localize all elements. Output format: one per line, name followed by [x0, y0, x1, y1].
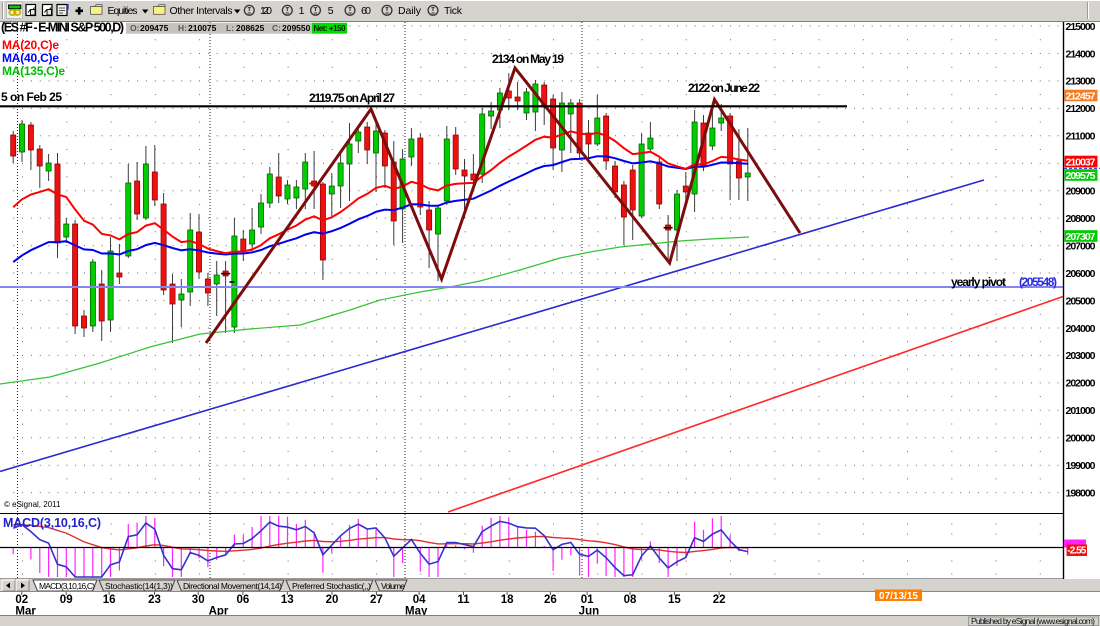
svg-text:Other Intervals: Other Intervals [170, 5, 233, 17]
svg-text:08: 08 [624, 594, 637, 606]
svg-text:Apr: Apr [209, 606, 229, 618]
svg-text:60: 60 [361, 5, 371, 17]
svg-text:16: 16 [103, 594, 116, 606]
svg-text:209550: 209550 [282, 23, 311, 33]
svg-text:Equities: Equities [108, 5, 138, 17]
svg-text:(205548): (205548) [1019, 275, 1057, 289]
svg-text:212457: 212457 [1066, 90, 1096, 102]
svg-text:Tick: Tick [444, 5, 463, 17]
svg-text:209475: 209475 [140, 23, 169, 33]
svg-text:5 on Feb 25: 5 on Feb 25 [1, 90, 62, 104]
svg-text:11: 11 [457, 594, 470, 606]
svg-text:Daily: Daily [398, 5, 422, 17]
svg-text:204000: 204000 [1066, 323, 1096, 335]
svg-text:Preferred Stochastic(,,): Preferred Stochastic(,,) [292, 581, 371, 591]
svg-text:01: 01 [581, 594, 594, 606]
svg-text:Mar: Mar [15, 606, 36, 618]
svg-text:203000: 203000 [1066, 350, 1096, 362]
svg-text:09: 09 [60, 594, 73, 606]
svg-text:30: 30 [192, 594, 205, 606]
svg-text:C:: C: [272, 23, 281, 33]
svg-text:May: May [405, 606, 428, 618]
svg-text:120: 120 [260, 5, 272, 17]
svg-text:209000: 209000 [1066, 186, 1096, 198]
svg-text:Published by eSignal (www.esig: Published by eSignal (www.esignal.com) [971, 616, 1095, 626]
svg-text:213000: 213000 [1066, 76, 1096, 88]
svg-text:© eSignal, 2011: © eSignal, 2011 [4, 500, 61, 509]
svg-text:Jun: Jun [579, 606, 599, 618]
svg-text:206000: 206000 [1066, 268, 1096, 280]
svg-text:212000: 212000 [1066, 103, 1096, 115]
svg-text:04: 04 [413, 594, 426, 606]
svg-text:208625: 208625 [236, 23, 265, 33]
svg-text:Net: +150: Net: +150 [314, 24, 347, 33]
svg-text:209575: 209575 [1066, 170, 1096, 182]
svg-text:18: 18 [501, 594, 514, 606]
svg-text:200000: 200000 [1066, 433, 1096, 445]
svg-text:199000: 199000 [1066, 460, 1096, 472]
svg-text:210037: 210037 [1066, 156, 1096, 168]
svg-text:27: 27 [370, 594, 383, 606]
svg-text:215000: 215000 [1066, 21, 1096, 33]
svg-text:20: 20 [326, 594, 339, 606]
svg-text:26: 26 [544, 594, 557, 606]
svg-text:MA(135,C)e: MA(135,C)e [2, 64, 65, 78]
svg-text:211000: 211000 [1066, 131, 1096, 143]
svg-text:15: 15 [668, 594, 681, 606]
svg-text:L:: L: [226, 23, 234, 33]
svg-text:207000: 207000 [1066, 240, 1096, 252]
svg-text:-2.55: -2.55 [1067, 546, 1086, 557]
svg-text:22: 22 [713, 594, 726, 606]
svg-text:yearly pivot: yearly pivot [951, 275, 1006, 289]
svg-text:O:: O: [130, 23, 140, 33]
svg-text:MACD(3,10,16,C): MACD(3,10,16,C) [39, 581, 95, 591]
svg-text:5: 5 [328, 5, 334, 17]
svg-text:MA(20,C)e: MA(20,C)e [2, 38, 59, 52]
svg-text:02: 02 [15, 594, 28, 606]
svg-text:MA(40,C)e: MA(40,C)e [2, 51, 59, 65]
svg-text:Stochastic(14(1,3)): Stochastic(14(1,3)) [105, 581, 173, 591]
svg-text:MACD(3,10,16,C): MACD(3,10,16,C) [3, 516, 101, 530]
svg-text:198000: 198000 [1066, 487, 1096, 499]
svg-text:208000: 208000 [1066, 213, 1096, 225]
svg-text:13: 13 [281, 594, 294, 606]
svg-text:07/13/15: 07/13/15 [879, 591, 918, 602]
svg-text:2134 on May 19: 2134 on May 19 [492, 52, 564, 66]
svg-text:Directional Movement(14,14): Directional Movement(14,14) [183, 581, 282, 591]
svg-text:2119.75 on April 27: 2119.75 on April 27 [309, 91, 395, 105]
svg-text:210075: 210075 [188, 23, 217, 33]
svg-text:Volume: Volume [381, 581, 405, 591]
svg-text:06: 06 [237, 594, 250, 606]
svg-text:207307: 207307 [1066, 231, 1096, 243]
svg-text:214000: 214000 [1066, 48, 1096, 60]
svg-text:(ES #F - E-MINI S&P 500,D): (ES #F - E-MINI S&P 500,D) [1, 21, 124, 35]
svg-text:202000: 202000 [1066, 378, 1096, 390]
svg-text:201000: 201000 [1066, 405, 1096, 417]
svg-text:23: 23 [148, 594, 161, 606]
svg-text:205000: 205000 [1066, 295, 1096, 307]
svg-text:H:: H: [178, 23, 187, 33]
svg-text:2122 on June 22: 2122 on June 22 [688, 81, 760, 95]
svg-text:1: 1 [299, 5, 305, 17]
